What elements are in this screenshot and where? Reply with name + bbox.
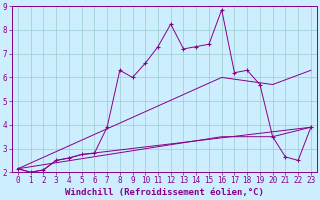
X-axis label: Windchill (Refroidissement éolien,°C): Windchill (Refroidissement éolien,°C): [65, 188, 264, 197]
